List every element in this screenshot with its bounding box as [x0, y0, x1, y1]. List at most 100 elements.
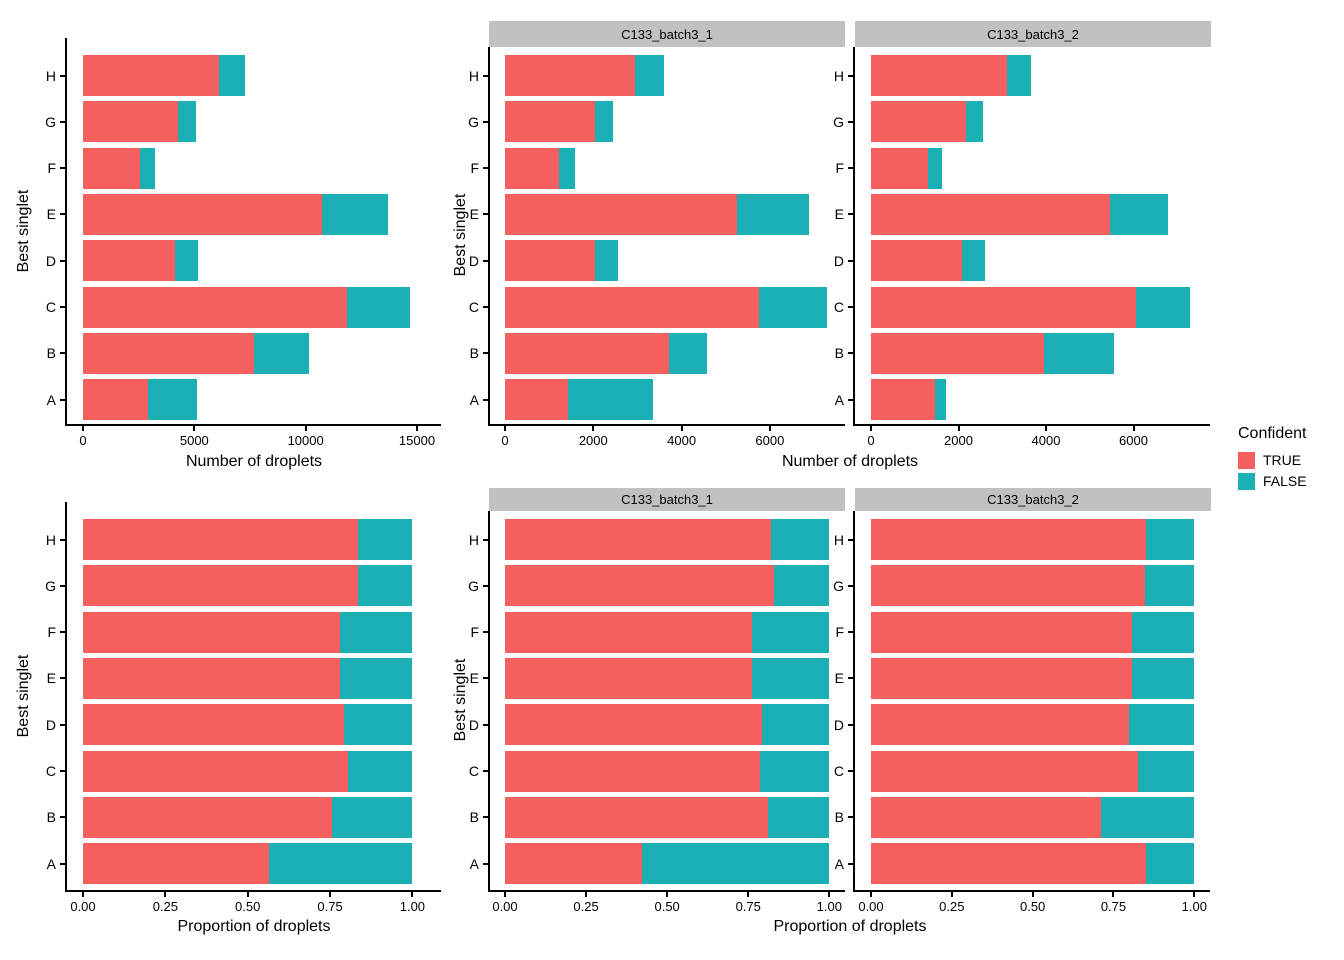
x-axis-tick-label: 0.00	[492, 899, 518, 914]
bar-segment-true	[871, 193, 1111, 235]
y-axis-tick	[60, 259, 65, 262]
y-axis-tick-label: A	[469, 391, 479, 408]
x-axis-tick	[680, 426, 683, 431]
x-axis-tick-label: 0.50	[1019, 899, 1046, 914]
y-axis-tick-label: A	[834, 391, 844, 408]
bar-segment-false	[642, 843, 830, 885]
y-axis-tick	[483, 538, 488, 541]
y-axis-tick-label: C	[45, 763, 56, 780]
x-axis-tick-label: 2000	[578, 433, 608, 448]
x-axis-tick	[246, 892, 249, 897]
y-axis-tick-label: F	[835, 160, 844, 177]
x-axis-title-props-all: Proportion of droplets	[177, 918, 331, 935]
bar-segment-false	[1110, 193, 1169, 235]
y-axis-tick	[483, 723, 488, 726]
bar-segment-true	[505, 750, 761, 792]
x-axis-tick	[504, 426, 506, 431]
y-axis-tick	[483, 398, 488, 401]
bar-segment-true	[871, 657, 1133, 699]
y-axis-tick-label: A	[469, 855, 479, 872]
bar-segment-true	[871, 332, 1044, 374]
x-axis-tick-label: 6000	[1119, 433, 1148, 448]
y-axis-tick-label: G	[468, 577, 479, 594]
y-axis-tick-label: B	[46, 345, 56, 362]
y-axis-tick	[848, 862, 853, 865]
facet-strip-top-batch2: C133_batch3_2	[855, 21, 1211, 47]
y-axis-tick-label: F	[47, 624, 56, 641]
y-axis-line	[488, 511, 490, 892]
bar-segment-false	[358, 519, 413, 560]
y-axis-line	[853, 511, 855, 892]
y-axis-tick	[60, 120, 65, 123]
y-axis-tick-label: B	[46, 809, 56, 826]
panel-counts-batch1: H G F E D C B A 0 2000 4000 6000	[468, 47, 845, 448]
y-axis-tick-label: D	[45, 716, 56, 733]
y-axis-tick-label: C	[45, 299, 56, 316]
y-axis-tick-label: H	[45, 67, 56, 84]
legend-swatch-false-icon	[1238, 473, 1255, 490]
y-axis-tick	[483, 74, 488, 77]
y-axis-tick-label: H	[833, 531, 844, 548]
bar-segment-true	[871, 147, 928, 189]
bar-segment-true	[83, 565, 359, 607]
x-axis-title-counts-all: Number of droplets	[185, 453, 323, 470]
bar-segment-true	[83, 750, 349, 792]
bar-segment-true	[505, 286, 759, 328]
bar-segment-false	[635, 55, 665, 96]
y-axis-title-props-all: Best singlet	[15, 654, 32, 738]
y-axis-line	[488, 47, 490, 426]
facet-strip-label: C133_batch3_1	[621, 26, 713, 42]
x-axis-tick-label: 0	[79, 433, 87, 448]
bar-segment-true	[505, 657, 752, 699]
x-axis-tick-label: 1.00	[399, 899, 426, 914]
y-axis-tick-label: E	[46, 670, 56, 687]
bar-segment-false	[774, 565, 830, 607]
x-axis-tick-label: 4000	[667, 433, 697, 448]
y-axis-tick-label: E	[834, 206, 844, 223]
x-axis-line	[853, 424, 1210, 426]
bar-segment-true	[83, 519, 359, 560]
bar-segment-false	[1131, 611, 1195, 653]
y-axis-tick	[848, 584, 853, 587]
bar-segment-true	[871, 565, 1145, 607]
panel-counts-all: H G F E D C B A 0 5000 10000 15000	[45, 38, 441, 448]
panel-props-all: H G F E D C B A 0.00 0.25 0.50 0.75 1.00	[45, 502, 441, 914]
x-axis-tick	[193, 426, 196, 431]
bar-segment-true	[83, 843, 270, 885]
bar-segment-false	[269, 843, 413, 885]
y-axis-tick	[60, 631, 65, 634]
y-axis-tick	[483, 213, 488, 216]
x-axis-tick-label: 6000	[755, 433, 785, 448]
bar-segment-true	[871, 55, 1007, 96]
x-axis-tick	[504, 892, 506, 897]
x-axis-tick-label: 0.75	[317, 899, 343, 914]
x-axis-tick-label: 2000	[944, 433, 973, 448]
bar-segment-true	[505, 379, 568, 421]
y-axis-tick	[848, 213, 853, 216]
bar-segment-false	[751, 657, 830, 699]
bar-segment-false	[760, 750, 830, 792]
bar-segment-true	[83, 193, 323, 235]
bar-segment-true	[505, 240, 595, 282]
y-axis-tick-label: D	[45, 252, 56, 269]
bar-segment-false	[669, 332, 707, 374]
y-axis-tick	[60, 677, 65, 680]
y-axis-tick-label: G	[45, 113, 56, 130]
legend: Confident TRUE FALSE	[1238, 425, 1307, 494]
y-axis-tick-label: E	[469, 670, 479, 687]
y-axis-tick	[483, 862, 488, 865]
y-axis-tick	[848, 816, 853, 819]
bar-segment-false	[761, 704, 830, 746]
y-axis-tick	[60, 213, 65, 216]
bar-segment-true	[505, 193, 737, 235]
legend-swatch-true-icon	[1238, 452, 1255, 469]
x-axis-tick	[747, 892, 750, 897]
y-axis-tick	[848, 770, 853, 773]
y-axis-tick-label: H	[833, 67, 844, 84]
y-axis-tick-label: D	[833, 252, 844, 269]
y-axis-tick	[848, 677, 853, 680]
bar-segment-false	[322, 193, 389, 235]
bar-segment-true	[505, 611, 753, 653]
bar-segment-false	[962, 240, 985, 282]
y-axis-title-counts-all: Best singlet	[15, 189, 32, 273]
